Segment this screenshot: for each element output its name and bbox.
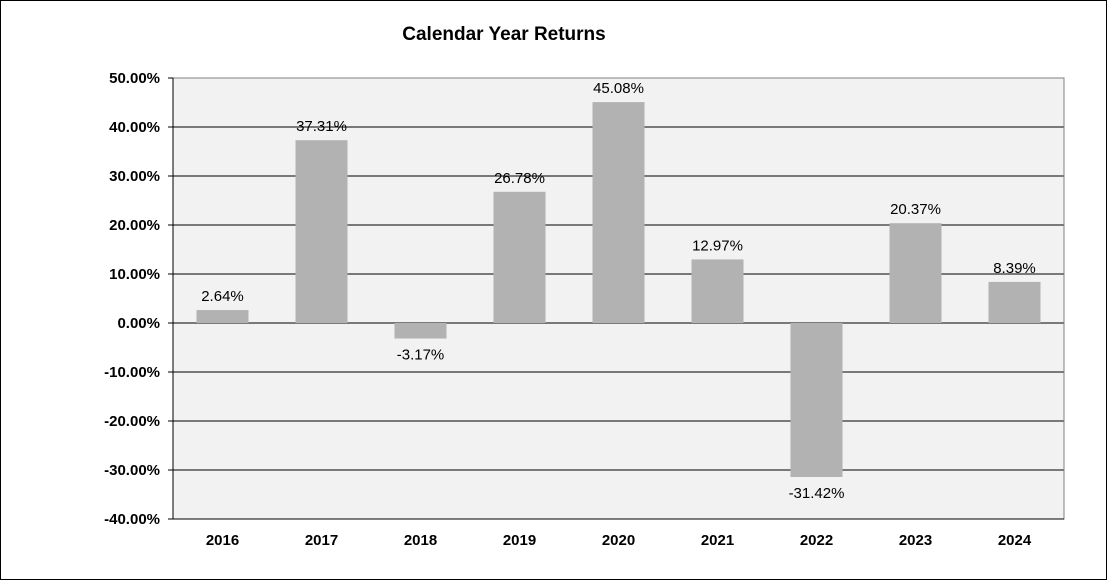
x-tick-label-2017: 2017 xyxy=(305,532,338,549)
y-tick-label: 10.00% xyxy=(109,266,160,283)
bar-2022 xyxy=(790,323,843,477)
x-tick-label-2023: 2023 xyxy=(899,532,932,549)
data-label-2024: 8.39% xyxy=(993,260,1036,277)
bar-2018 xyxy=(394,323,447,339)
bar-2016 xyxy=(196,310,249,323)
data-label-2017: 37.31% xyxy=(296,118,347,135)
x-tick-label-2018: 2018 xyxy=(404,532,437,549)
bar-2021 xyxy=(691,259,744,323)
y-tick-label: 20.00% xyxy=(109,217,160,234)
bar-2023 xyxy=(889,223,942,323)
x-tick-label-2024: 2024 xyxy=(998,532,1032,549)
data-label-2022: -31.42% xyxy=(789,485,845,502)
bar-2019 xyxy=(493,191,546,323)
data-label-2023: 20.37% xyxy=(890,201,941,218)
x-tick-label-2016: 2016 xyxy=(206,532,239,549)
y-tick-label: -20.00% xyxy=(104,413,160,430)
y-tick-label: -40.00% xyxy=(104,511,160,528)
x-tick-label-2020: 2020 xyxy=(602,532,635,549)
x-tick-label-2021: 2021 xyxy=(701,532,734,549)
bar-2017 xyxy=(295,140,348,323)
data-label-2019: 26.78% xyxy=(494,170,545,187)
y-tick-label: -30.00% xyxy=(104,462,160,479)
data-label-2020: 45.08% xyxy=(593,80,644,97)
y-tick-label: 50.00% xyxy=(109,70,160,87)
y-tick-label: 30.00% xyxy=(109,168,160,185)
bar-2024 xyxy=(988,281,1041,323)
data-label-2021: 12.97% xyxy=(692,237,743,254)
y-tick-label: 40.00% xyxy=(109,119,160,136)
bar-2020 xyxy=(592,102,645,323)
chart-title: Calendar Year Returns xyxy=(402,24,606,45)
x-tick-label-2022: 2022 xyxy=(800,532,833,549)
x-tick-label-2019: 2019 xyxy=(503,532,536,549)
y-tick-label: -10.00% xyxy=(104,364,160,381)
y-tick-label: 0.00% xyxy=(117,315,160,332)
data-label-2018: -3.17% xyxy=(397,347,445,364)
data-label-2016: 2.64% xyxy=(201,288,244,305)
